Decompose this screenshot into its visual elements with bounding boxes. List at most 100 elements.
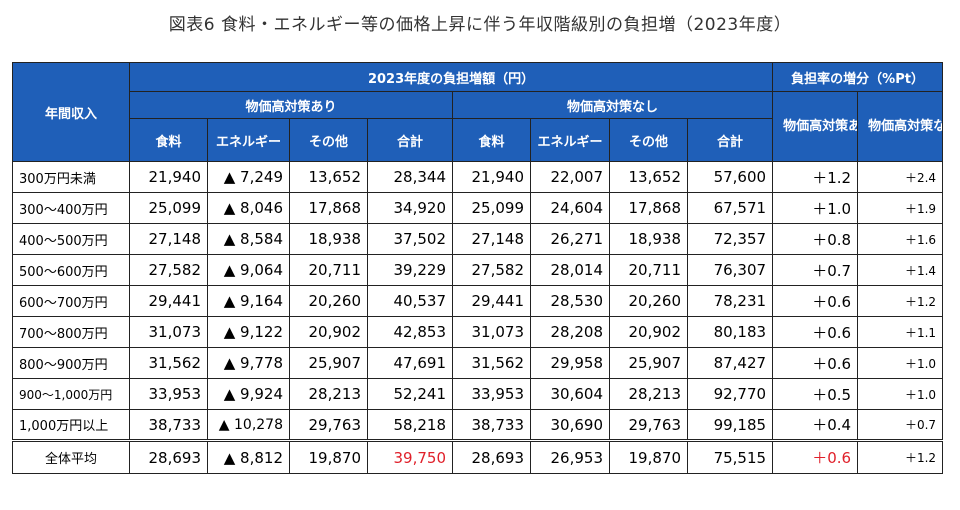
cell-other-with: 13,652 xyxy=(289,161,368,193)
cell-energy-with: ▲ 9,064 xyxy=(207,254,290,286)
cell-energy-without: 30,690 xyxy=(530,409,610,441)
cell-food-with: 21,940 xyxy=(129,161,208,193)
cell-other-without: 17,868 xyxy=(609,192,688,224)
avg-rate-with: ＋0.6 xyxy=(772,439,859,474)
header-with-measures: 物価高対策あり xyxy=(129,91,453,119)
cell-food-with: 25,099 xyxy=(129,192,208,224)
header-other-without: その他 xyxy=(609,118,688,162)
income-label: 700～800万円 xyxy=(12,316,130,348)
cell-energy-with: ▲ 9,122 xyxy=(207,316,290,348)
avg-food-with: 28,693 xyxy=(129,439,208,474)
table-row: 900～1,000万円 33,953 ▲ 9,924 28,213 52,241… xyxy=(12,378,944,410)
cell-total-without: 67,571 xyxy=(686,192,774,224)
cell-total-without: 76,307 xyxy=(686,254,774,286)
cell-rate-with: ＋0.6 xyxy=(772,347,859,379)
cell-rate-without: ＋1.0 xyxy=(857,347,944,379)
cell-rate-without: ＋2.4 xyxy=(857,161,944,193)
cell-total-without: 57,600 xyxy=(686,161,774,193)
cell-total-with: 40,537 xyxy=(367,285,453,317)
cell-other-with: 20,260 xyxy=(289,285,368,317)
cell-food-without: 31,073 xyxy=(452,316,531,348)
table-row: 500～600万円 27,582 ▲ 9,064 20,711 39,229 2… xyxy=(12,254,944,286)
cell-energy-with: ▲ 9,924 xyxy=(207,378,290,410)
cell-other-with: 20,902 xyxy=(289,316,368,348)
table-row: 400～500万円 27,148 ▲ 8,584 18,938 37,502 2… xyxy=(12,223,944,255)
cell-energy-without: 22,007 xyxy=(530,161,610,193)
header-energy-without: エネルギー xyxy=(530,118,610,162)
cell-other-with: 28,213 xyxy=(289,378,368,410)
cell-other-with: 18,938 xyxy=(289,223,368,255)
cell-energy-without: 28,530 xyxy=(530,285,610,317)
cell-other-without: 28,213 xyxy=(609,378,688,410)
cell-other-with: 20,711 xyxy=(289,254,368,286)
header-income: 年間収入 xyxy=(12,62,130,162)
income-label: 300～400万円 xyxy=(12,192,130,224)
cell-other-with: 29,763 xyxy=(289,409,368,441)
cell-food-without: 27,582 xyxy=(452,254,531,286)
income-label: 1,000万円以上 xyxy=(12,409,130,441)
cell-energy-without: 28,014 xyxy=(530,254,610,286)
cell-food-without: 29,441 xyxy=(452,285,531,317)
header-burden-amount: 2023年度の負担増額（円） xyxy=(128,62,774,92)
cell-other-without: 18,938 xyxy=(609,223,688,255)
table-row: 800～900万円 31,562 ▲ 9,778 25,907 47,691 3… xyxy=(12,347,944,379)
avg-food-without: 28,693 xyxy=(452,439,531,474)
cell-rate-without: ＋1.2 xyxy=(857,285,944,317)
avg-total-with: 39,750 xyxy=(367,439,453,474)
cell-energy-with: ▲ 8,584 xyxy=(207,223,290,255)
table-row: 300万円未満 21,940 ▲ 7,249 13,652 28,344 21,… xyxy=(12,161,944,193)
cell-energy-with: ▲ 10,278 xyxy=(207,409,290,441)
cell-other-with: 17,868 xyxy=(289,192,368,224)
cell-food-without: 21,940 xyxy=(452,161,531,193)
cell-total-with: 34,920 xyxy=(367,192,453,224)
cell-other-with: 25,907 xyxy=(289,347,368,379)
cell-food-with: 29,441 xyxy=(129,285,208,317)
figure-title: 図表6 食料・エネルギー等の価格上昇に伴う年収階級別の負担増（2023年度） xyxy=(168,15,792,35)
table-row: 600～700万円 29,441 ▲ 9,164 20,260 40,537 2… xyxy=(12,285,944,317)
cell-energy-without: 29,958 xyxy=(530,347,610,379)
table-row: 1,000万円以上 38,733 ▲ 10,278 29,763 58,218 … xyxy=(12,409,944,441)
cell-food-without: 25,099 xyxy=(452,192,531,224)
avg-other-with: 19,870 xyxy=(289,439,368,474)
average-label: 全体平均 xyxy=(12,439,130,474)
cell-food-with: 33,953 xyxy=(129,378,208,410)
cell-total-with: 52,241 xyxy=(367,378,453,410)
cell-rate-without: ＋1.6 xyxy=(857,223,944,255)
avg-total-without: 75,515 xyxy=(686,439,774,474)
average-row: 全体平均 28,693 ▲ 8,812 19,870 39,750 28,693… xyxy=(12,439,944,474)
income-label: 500～600万円 xyxy=(12,254,130,286)
cell-total-with: 37,502 xyxy=(367,223,453,255)
cell-total-without: 72,357 xyxy=(686,223,774,255)
cell-rate-without: ＋1.4 xyxy=(857,254,944,286)
cell-food-with: 31,562 xyxy=(129,347,208,379)
header-total-without: 合計 xyxy=(686,118,774,162)
cell-rate-without: ＋1.0 xyxy=(857,378,944,410)
cell-other-without: 29,763 xyxy=(609,409,688,441)
cell-total-without: 92,770 xyxy=(686,378,774,410)
cell-other-without: 25,907 xyxy=(609,347,688,379)
cell-food-without: 33,953 xyxy=(452,378,531,410)
cell-total-without: 99,185 xyxy=(686,409,774,441)
header-other-with: その他 xyxy=(289,118,368,162)
cell-rate-without: ＋1.1 xyxy=(857,316,944,348)
cell-energy-with: ▲ 9,164 xyxy=(207,285,290,317)
table-row: 300～400万円 25,099 ▲ 8,046 17,868 34,920 2… xyxy=(12,192,944,224)
cell-total-with: 47,691 xyxy=(367,347,453,379)
cell-food-without: 27,148 xyxy=(452,223,531,255)
cell-total-without: 78,231 xyxy=(686,285,774,317)
table-row: 700～800万円 31,073 ▲ 9,122 20,902 42,853 3… xyxy=(12,316,944,348)
cell-rate-without: ＋1.9 xyxy=(857,192,944,224)
cell-rate-with: ＋1.0 xyxy=(772,192,859,224)
header-without-measures: 物価高対策なし xyxy=(451,91,774,119)
cell-rate-with: ＋0.8 xyxy=(772,223,859,255)
cell-rate-without: ＋0.7 xyxy=(857,409,944,441)
cell-energy-with: ▲ 7,249 xyxy=(207,161,290,193)
avg-energy-without: 26,953 xyxy=(530,439,610,474)
income-label: 400～500万円 xyxy=(12,223,130,255)
cell-food-with: 31,073 xyxy=(129,316,208,348)
cell-energy-without: 28,208 xyxy=(530,316,610,348)
cell-energy-without: 30,604 xyxy=(530,378,610,410)
header-rate-with: 物価高対策あり xyxy=(772,91,859,162)
cell-total-with: 28,344 xyxy=(367,161,453,193)
cell-energy-with: ▲ 8,046 xyxy=(207,192,290,224)
